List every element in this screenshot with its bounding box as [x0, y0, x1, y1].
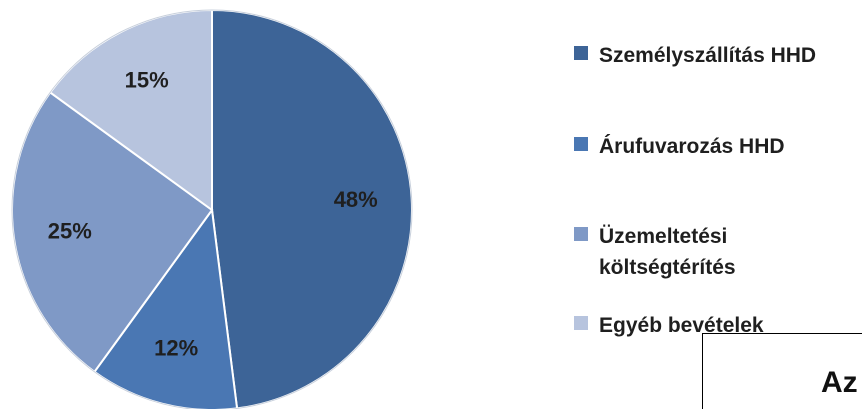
legend-label-uzemeltetesi: Üzemeltetési költségtérítés	[599, 225, 736, 279]
legend-item-szemelyszallitas: Személyszállítás HHD	[574, 40, 839, 71]
pie-data-label-arufuvarozas-hhd: 12%	[154, 335, 198, 360]
pie-outline	[11, 9, 413, 409]
legend-item-arufuvarozas: Árufuvarozás HHD	[574, 131, 839, 162]
legend-item-uzemeltetesi: Üzemeltetési költségtérítés	[574, 221, 839, 283]
legend-swatch-szemelyszallitas	[574, 46, 588, 60]
pie-chart: 48% 12% 25% 15%	[11, 8, 413, 409]
legend-label-szemelyszallitas: Személyszállítás HHD	[599, 44, 817, 67]
pie-slices	[11, 8, 413, 409]
legend-label-egyeb: Egyéb bevételek	[599, 314, 764, 337]
legend-item-egyeb: Egyéb bevételek	[574, 310, 839, 341]
legend-swatch-arufuvarozas	[574, 137, 588, 151]
legend-swatch-uzemeltetesi	[574, 227, 588, 241]
pie-data-label-egyeb-bevetelek: 15%	[125, 68, 169, 93]
pie-data-label-szemelyszallitas-hhd: 48%	[334, 187, 378, 212]
legend-swatch-egyeb	[574, 316, 588, 330]
overlay-text-box: Az	[702, 333, 862, 409]
overlay-box-text: Az	[821, 366, 858, 399]
pie-data-label-uzemeltetesi-koltsegterites: 25%	[48, 218, 92, 243]
pie-slice-szemelyszallitas-hhd	[211, 8, 413, 409]
legend-label-arufuvarozas: Árufuvarozás HHD	[599, 135, 785, 158]
pie-labels: 48% 12% 25% 15%	[48, 68, 378, 361]
